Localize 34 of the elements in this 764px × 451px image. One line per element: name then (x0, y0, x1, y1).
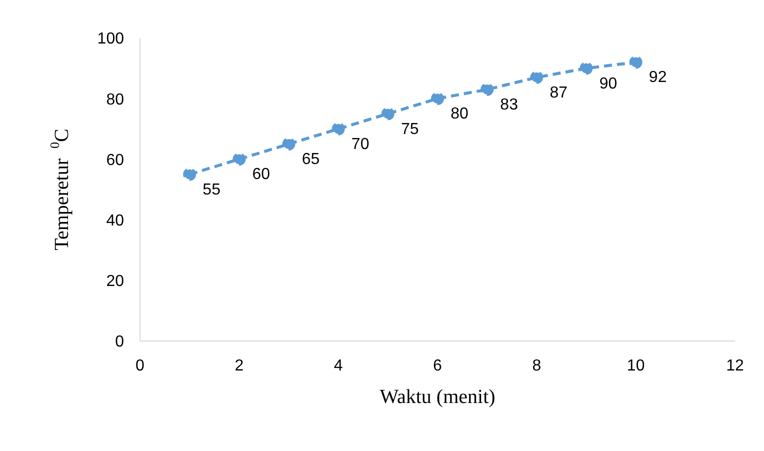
x-tick-label: 10 (626, 357, 645, 374)
point (580, 62, 593, 75)
data-label: 60 (252, 166, 270, 184)
data-label: 75 (401, 120, 419, 138)
data-label: 83 (500, 96, 518, 114)
data-label: 87 (550, 84, 568, 102)
point (530, 70, 544, 84)
point (431, 92, 444, 106)
x-axis-title: Waktu (menit) (380, 386, 496, 408)
point (183, 168, 196, 181)
y-tick-label: 60 (106, 152, 124, 169)
point (332, 122, 345, 136)
x-tick-label: 12 (726, 357, 744, 374)
y-tick-label: 80 (106, 91, 124, 108)
data-label: 92 (648, 69, 667, 86)
data-label: 90 (599, 75, 618, 92)
x-tick-label: 0 (136, 357, 145, 374)
point (232, 152, 246, 166)
y-tick-label: 0 (115, 334, 124, 351)
data-label: 80 (450, 106, 468, 123)
y-tick-label: 40 (106, 212, 124, 230)
point (480, 83, 494, 96)
x-tick-label: 4 (334, 357, 343, 374)
x-tick-label: 6 (433, 357, 442, 374)
y-tick-label: 20 (106, 273, 124, 290)
data-label: 70 (351, 136, 370, 153)
data-label: 55 (202, 181, 221, 198)
y-tick-label: 100 (97, 30, 124, 48)
point (629, 56, 642, 69)
x-tick-label: 8 (532, 357, 542, 374)
point (282, 138, 296, 151)
data-label: 65 (302, 151, 320, 168)
x-tick-label: 2 (234, 357, 244, 374)
point (381, 107, 394, 120)
